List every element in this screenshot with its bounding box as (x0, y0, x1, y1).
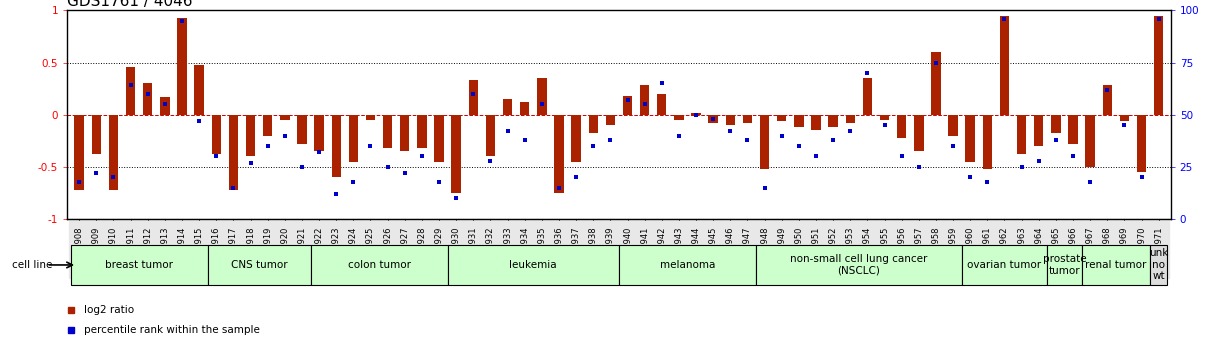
Bar (400, 115, 409, 151)
Bar (589, 115, 598, 134)
Bar (194, 65, 204, 115)
Bar (365, 115, 375, 120)
Bar (1068, 115, 1078, 144)
Bar (71, 245, 208, 285)
Bar (177, 18, 187, 115)
Bar (382, 115, 392, 148)
Text: log2 ratio: log2 ratio (84, 305, 134, 315)
Bar (931, 52, 941, 115)
Bar (1119, 115, 1129, 121)
Bar (314, 115, 324, 151)
Bar (263, 115, 273, 136)
Bar (606, 115, 615, 125)
Bar (829, 115, 838, 127)
Bar (675, 115, 683, 120)
Bar (451, 115, 461, 193)
Bar (229, 115, 238, 190)
Bar (109, 115, 119, 190)
Bar (246, 115, 255, 157)
Bar (794, 115, 804, 127)
Bar (1102, 86, 1112, 115)
Bar (914, 115, 924, 151)
Text: renal tumor: renal tumor (1085, 260, 1146, 270)
Bar (965, 115, 975, 162)
Text: leukemia: leukemia (510, 260, 557, 270)
Bar (331, 115, 341, 177)
Bar (92, 115, 101, 154)
Text: GDS1761 / 4046: GDS1761 / 4046 (67, 0, 193, 9)
Bar (521, 102, 529, 115)
Bar (485, 115, 495, 157)
Text: non-small cell lung cancer
(NSCLC): non-small cell lung cancer (NSCLC) (791, 254, 927, 276)
Bar (1150, 245, 1167, 285)
Text: colon tumor: colon tumor (347, 260, 411, 270)
Bar (982, 115, 992, 169)
Bar (1000, 16, 1009, 115)
Bar (1047, 245, 1081, 285)
Bar (709, 115, 717, 123)
Text: breast tumor: breast tumor (105, 260, 174, 270)
Bar (692, 112, 700, 115)
Bar (572, 115, 580, 162)
Bar (538, 78, 546, 115)
Bar (280, 115, 290, 120)
Text: cell line: cell line (12, 260, 53, 270)
Bar (208, 245, 310, 285)
Text: prostate
tumor: prostate tumor (1042, 254, 1086, 276)
Bar (760, 115, 770, 169)
Bar (948, 115, 958, 136)
Bar (962, 245, 1047, 285)
Bar (897, 115, 907, 138)
Bar (126, 67, 136, 115)
Bar (503, 99, 512, 115)
Text: CNS tumor: CNS tumor (231, 260, 287, 270)
Bar (618, 245, 756, 285)
Bar (640, 86, 649, 115)
Bar (623, 96, 632, 115)
Bar (1051, 115, 1061, 134)
Bar (811, 115, 821, 130)
Bar (846, 115, 855, 123)
Bar (348, 115, 358, 162)
Bar (863, 78, 873, 115)
Bar (657, 94, 666, 115)
Bar (468, 80, 478, 115)
Bar (743, 115, 753, 123)
Text: ovarian tumor: ovarian tumor (968, 260, 1041, 270)
Bar (297, 115, 307, 144)
Bar (555, 115, 563, 193)
Text: melanoma: melanoma (660, 260, 715, 270)
Bar (143, 83, 153, 115)
Bar (1081, 245, 1150, 285)
Text: percentile rank within the sample: percentile rank within the sample (84, 325, 260, 335)
Bar (777, 115, 787, 121)
Bar (1017, 115, 1026, 154)
Bar (211, 115, 221, 154)
Bar (75, 115, 84, 190)
Bar (1085, 115, 1095, 167)
Bar (434, 115, 444, 162)
Bar (1154, 16, 1163, 115)
Bar (880, 115, 890, 120)
Text: unk
no
wt: unk no wt (1149, 248, 1168, 282)
Bar (1034, 115, 1044, 146)
Bar (447, 245, 618, 285)
Bar (1136, 115, 1146, 172)
Bar (160, 97, 170, 115)
Bar (756, 245, 962, 285)
Bar (310, 245, 447, 285)
Bar (417, 115, 426, 148)
Bar (726, 115, 734, 125)
